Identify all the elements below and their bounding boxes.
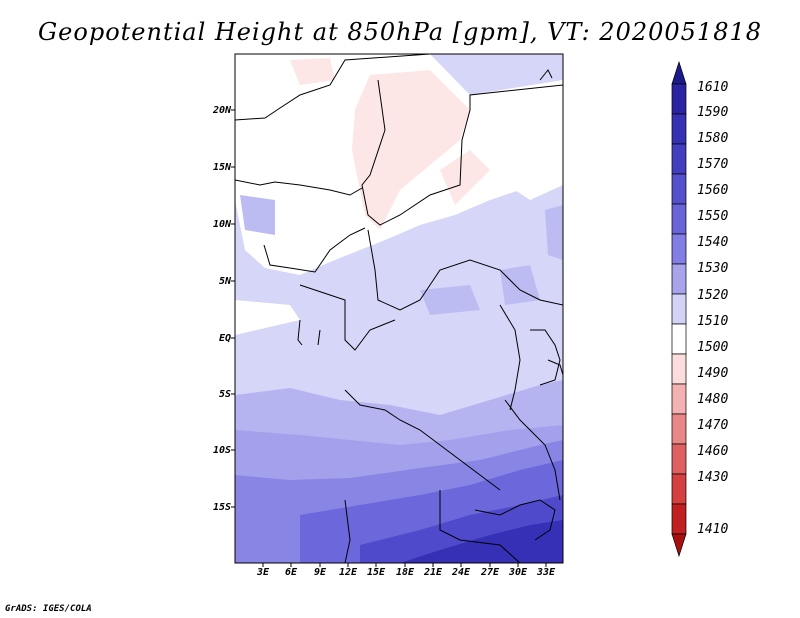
lon-ticks	[262, 563, 547, 567]
lat-label: EQ	[218, 333, 231, 344]
map-frame	[234, 53, 564, 564]
colorbar-segment	[671, 263, 687, 295]
height-field	[235, 54, 563, 563]
colorbar-label: 1460	[697, 444, 729, 459]
colorbar-top-arrow	[671, 60, 687, 85]
lat-label: 10N	[212, 219, 231, 230]
colorbar-label: 1490	[697, 366, 729, 381]
lat-label: 20N	[212, 105, 231, 116]
lon-label: 27E	[480, 567, 500, 578]
colorbar-label: 1570	[697, 157, 729, 172]
colorbar-segment	[671, 203, 687, 235]
colorbar-label: 1580	[697, 131, 729, 146]
colorbar-segment	[671, 383, 687, 415]
lat-label: 5N	[218, 276, 231, 287]
lat-ticks	[231, 109, 235, 508]
country-borders	[235, 54, 563, 563]
colorbar-label: 1530	[697, 261, 729, 276]
colorbar-label: 1610	[697, 80, 729, 95]
lon-label: 24E	[451, 567, 471, 578]
colorbar-segment	[671, 443, 687, 475]
lon-label: 18E	[395, 567, 415, 578]
colorbar-segment	[671, 503, 687, 535]
colorbar-segment	[671, 473, 687, 505]
colorbar-label: 1550	[697, 209, 729, 224]
colorbar-bottom-arrow	[671, 533, 687, 558]
colorbar-label: 1520	[697, 288, 729, 303]
colorbar-label: 1500	[697, 340, 729, 355]
colorbar	[671, 60, 687, 558]
lat-label: 5S	[218, 389, 231, 400]
colorbar-segment	[671, 113, 687, 145]
lon-label: 6E	[284, 567, 298, 578]
field-1510-east	[235, 110, 563, 335]
colorbar-segment	[671, 353, 687, 385]
lat-label: 15N	[212, 162, 231, 173]
field-1580	[400, 520, 563, 563]
lon-label: 33E	[536, 567, 556, 578]
lon-label: 15E	[366, 567, 386, 578]
colorbar-label: 1410	[697, 522, 729, 537]
lat-label: 10S	[212, 445, 231, 456]
colorbar-label: 1470	[697, 418, 729, 433]
field-1500	[290, 58, 490, 230]
lon-label: 21E	[423, 567, 443, 578]
chart-title: Geopotential Height at 850hPa [gpm], VT:…	[38, 18, 762, 46]
field-1530-patches	[240, 195, 563, 315]
colorbar-segment	[671, 413, 687, 445]
colorbar-segment	[671, 323, 687, 355]
lon-label: 9E	[313, 567, 327, 578]
lon-label: 12E	[338, 567, 358, 578]
colorbar-segment	[671, 173, 687, 205]
grads-credit: GrADS: IGES/COLA	[5, 604, 92, 614]
colorbar-segment	[671, 83, 687, 115]
colorbar-label: 1480	[697, 392, 729, 407]
colorbar-segment	[671, 293, 687, 325]
lat-label: 15S	[212, 502, 231, 513]
colorbar-label: 1510	[697, 314, 729, 329]
colorbar-label: 1590	[697, 105, 729, 120]
colorbar-segment	[671, 143, 687, 175]
colorbar-label: 1540	[697, 235, 729, 250]
lon-label: 30E	[508, 567, 528, 578]
colorbar-label: 1430	[697, 470, 729, 485]
colorbar-label: 1560	[697, 183, 729, 198]
lon-label: 3E	[256, 567, 270, 578]
colorbar-segment	[671, 233, 687, 265]
